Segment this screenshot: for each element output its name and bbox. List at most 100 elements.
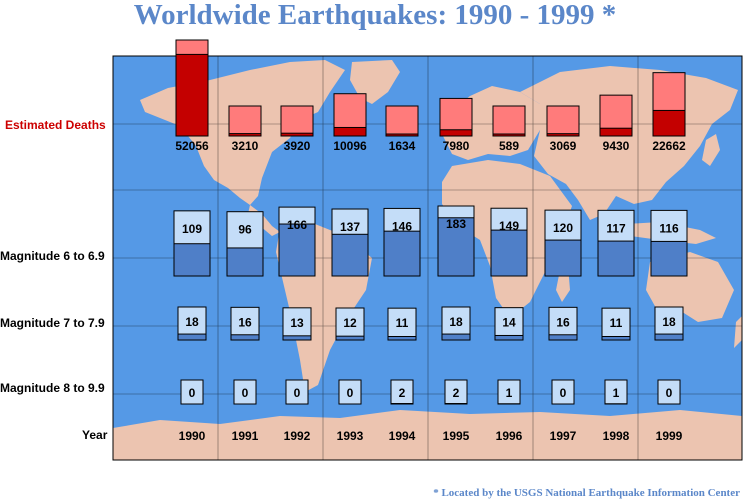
deaths-bar <box>280 132 314 137</box>
deaths-value-label: 1634 <box>389 139 416 153</box>
footnote: * Located by the USGS National Earthquak… <box>433 487 740 499</box>
mag6-value-label: 117 <box>606 221 626 235</box>
mag8-box <box>657 379 681 405</box>
mag6-bar <box>278 223 316 277</box>
mag6-bar <box>437 217 475 277</box>
mag7-bar <box>654 333 684 341</box>
row-label-mag7: Magnitude 7 to 7.9 <box>0 316 105 330</box>
deaths-box <box>228 105 262 137</box>
chart-marks: 52056 3210 3920 10096 1634 7980 589 3069 9430 226… <box>173 39 688 443</box>
mag7-bar <box>387 335 417 341</box>
deaths-bar <box>492 133 526 137</box>
mag6-value-label: 149 <box>499 219 519 233</box>
mag8-value-label: 0 <box>294 386 301 400</box>
year-tick-label: 1992 <box>284 429 311 443</box>
mag6-bar <box>544 239 582 277</box>
mag7-box <box>282 307 312 341</box>
deaths-value-label: 10096 <box>333 139 367 153</box>
mag7-bar <box>230 334 260 341</box>
deaths-box <box>280 105 314 137</box>
mag8-value-label: 2 <box>453 386 460 400</box>
mag6-value-label: 183 <box>446 217 466 231</box>
mag8-value-label: 0 <box>666 386 673 400</box>
year-tick-label: 1999 <box>656 429 683 443</box>
deaths-box <box>546 105 580 137</box>
mag7-box <box>387 307 417 341</box>
mag7-value-label: 18 <box>662 315 676 329</box>
land-antarctica <box>113 410 742 460</box>
mag8-value-label: 2 <box>399 386 406 400</box>
mag7-bar <box>548 334 578 341</box>
mag8-value-label: 0 <box>242 386 249 400</box>
mag8-box <box>233 379 257 405</box>
mag6-value-label: 120 <box>553 221 573 235</box>
deaths-value-label: 3920 <box>284 139 311 153</box>
mag7-bar <box>335 335 365 341</box>
row-label-deaths: Estimated Deaths <box>5 118 106 132</box>
mag7-bar <box>494 334 524 341</box>
mag7-bar <box>177 333 207 341</box>
mag8-value-label: 0 <box>347 386 354 400</box>
mag7-value-label: 16 <box>238 315 252 329</box>
mag8-value-label: 1 <box>613 386 620 400</box>
land-japan <box>702 134 720 166</box>
deaths-value-label: 52056 <box>175 139 209 153</box>
mag6-value-label: 116 <box>659 221 679 235</box>
mag8-value-label: 1 <box>506 386 513 400</box>
deaths-value-label: 589 <box>499 139 519 153</box>
year-tick-label: 1997 <box>550 429 577 443</box>
deaths-value-label: 3069 <box>550 139 577 153</box>
deaths-bar <box>175 53 209 137</box>
mag6-bar <box>597 240 635 277</box>
row-label-mag8: Magnitude 8 to 9.9 <box>0 381 105 395</box>
land-greenland <box>350 60 400 104</box>
year-tick-label: 1990 <box>179 429 206 443</box>
deaths-value-label: 3210 <box>232 139 259 153</box>
deaths-bar <box>333 126 367 137</box>
year-tick-label: 1994 <box>389 429 416 443</box>
mag8-box <box>285 379 309 405</box>
year-tick-label: 1991 <box>232 429 259 443</box>
mag8-box <box>180 379 204 405</box>
deaths-bar <box>439 129 473 137</box>
deaths-bar <box>385 133 419 137</box>
mag6-value-label: 109 <box>182 222 202 236</box>
mag7-value-label: 18 <box>185 315 199 329</box>
deaths-bar <box>652 109 686 137</box>
map-grid <box>113 56 742 460</box>
mag6-value-label: 146 <box>392 219 412 233</box>
mag6-value-label: 166 <box>287 218 307 232</box>
mag7-value-label: 18 <box>449 315 463 329</box>
mag7-value-label: 11 <box>610 316 623 330</box>
mag6-value-label: 137 <box>340 220 360 234</box>
mag8-value-label: 0 <box>560 386 567 400</box>
mag7-value-label: 13 <box>290 316 304 330</box>
mag6-bar <box>383 230 421 277</box>
land-new-zealand <box>734 316 742 348</box>
map-frame <box>112 55 743 461</box>
deaths-bar <box>228 133 262 137</box>
mag8-box <box>338 379 362 405</box>
deaths-value-label: 9430 <box>603 139 630 153</box>
year-tick-label: 1995 <box>443 429 470 443</box>
mag8-box <box>551 379 575 405</box>
mag7-bar <box>282 335 312 341</box>
deaths-bar <box>546 133 580 137</box>
row-label-mag6: Magnitude 6 to 6.9 <box>0 249 105 263</box>
year-tick-label: 1996 <box>496 429 523 443</box>
mag7-bar <box>601 335 631 341</box>
mag7-value-label: 14 <box>502 316 516 330</box>
mag7-value-label: 16 <box>556 315 570 329</box>
year-tick-label: 1998 <box>603 429 630 443</box>
mag8-value-label: 0 <box>189 386 196 400</box>
mag6-bar <box>650 240 688 277</box>
year-tick-label: 1993 <box>337 429 364 443</box>
chart-title: Worldwide Earthquakes: 1990 - 1999 * <box>133 0 617 31</box>
mag7-bar <box>441 333 471 341</box>
mag6-value-label: 96 <box>238 223 252 237</box>
mag7-value-label: 11 <box>396 316 409 330</box>
mag7-value-label: 12 <box>343 316 357 330</box>
mag7-box <box>494 307 524 341</box>
mag6-bar <box>490 229 528 277</box>
